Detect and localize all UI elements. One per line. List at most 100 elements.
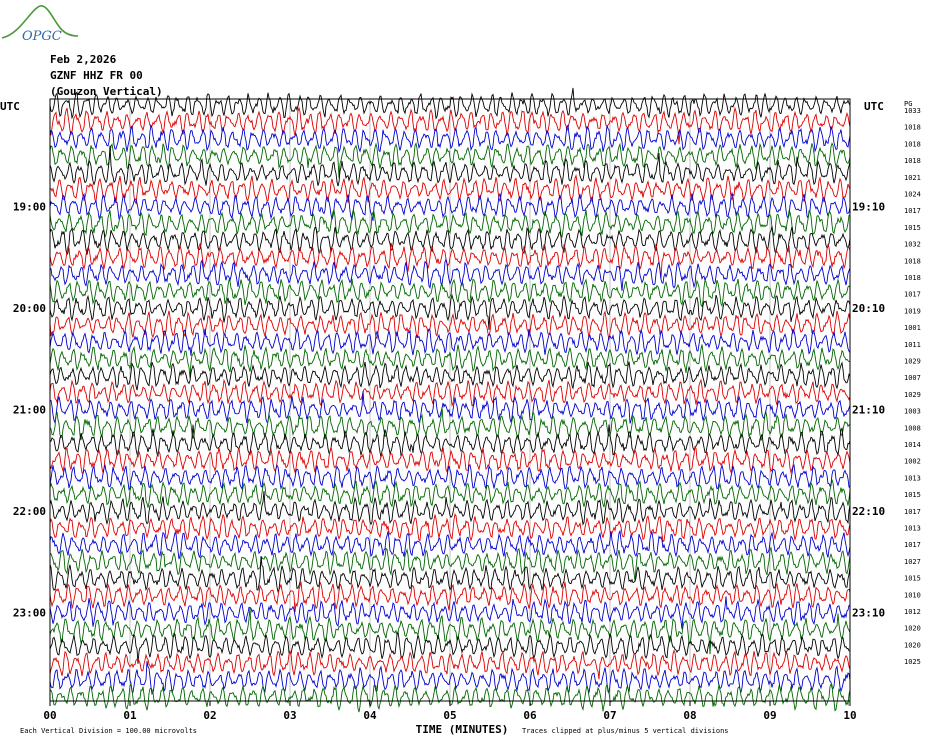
trace-line-9 xyxy=(49,242,851,279)
gain-value: 1017 xyxy=(904,541,921,549)
gain-value: 1018 xyxy=(904,140,921,148)
x-tick-label: 04 xyxy=(363,709,377,722)
gain-value: 1015 xyxy=(904,575,921,583)
gain-value: 1014 xyxy=(904,441,921,449)
gain-value: 1003 xyxy=(904,408,921,416)
trace-line-11 xyxy=(49,278,851,308)
logo-curve xyxy=(1,5,79,39)
gain-value: 1029 xyxy=(904,391,921,399)
trace-line-26 xyxy=(49,529,851,560)
gain-value: 1010 xyxy=(904,591,921,599)
axis-labels: UTC UTC PG 19:00 20:00 21:00 22:00 23:00 19:10 20… xyxy=(0,100,921,736)
x-tick-label: 07 xyxy=(603,709,616,722)
trace-line-30 xyxy=(49,596,851,630)
time-label-left: 20:00 xyxy=(13,302,46,315)
gain-value: 1011 xyxy=(904,341,921,349)
time-label-left: 21:00 xyxy=(13,404,46,417)
trace-line-12 xyxy=(49,293,851,330)
x-tick-label: 01 xyxy=(123,709,137,722)
trace-line-17 xyxy=(49,378,851,407)
gain-value: 1013 xyxy=(904,474,921,482)
x-tick-label: 09 xyxy=(763,709,776,722)
trace-line-18 xyxy=(49,391,851,425)
trace-line-23 xyxy=(49,479,851,508)
gain-value: 1029 xyxy=(904,358,921,366)
x-tick-label: 08 xyxy=(683,709,696,722)
gain-value: 1024 xyxy=(904,191,921,199)
trace-line-10 xyxy=(49,257,851,291)
gain-value: 1033 xyxy=(904,107,921,115)
gain-value: 1002 xyxy=(904,458,921,466)
time-label-right: 23:10 xyxy=(852,606,885,619)
trace-line-22 xyxy=(49,463,851,491)
time-label-right: 22:10 xyxy=(852,505,885,518)
opgc-logo: OPGC xyxy=(1,5,79,44)
gain-value: 1027 xyxy=(904,558,921,566)
logo-text: OPGC xyxy=(22,29,62,44)
time-label-right: 21:10 xyxy=(852,404,885,417)
trace-line-21 xyxy=(49,445,851,475)
trace-line-28 xyxy=(49,555,851,593)
trace-line-7 xyxy=(49,208,851,239)
x-axis-title: TIME (MINUTES) xyxy=(416,723,509,736)
gain-value: 1021 xyxy=(904,174,921,182)
utc-left-label: UTC xyxy=(0,100,20,113)
x-tick-label: 02 xyxy=(203,709,216,722)
trace-line-8 xyxy=(49,226,851,256)
trace-line-19 xyxy=(49,406,851,442)
trace-line-4 xyxy=(49,145,851,187)
time-label-right: 20:10 xyxy=(852,302,885,315)
gain-value: 1017 xyxy=(904,508,921,516)
gain-value: 1015 xyxy=(904,491,921,499)
trace-line-29 xyxy=(49,580,851,613)
gain-value: 1018 xyxy=(904,257,921,265)
gain-value: 1015 xyxy=(904,224,921,232)
gain-value: 1012 xyxy=(904,608,921,616)
gain-value: 1007 xyxy=(904,374,921,382)
trace-line-14 xyxy=(49,327,851,356)
gain-value: 1008 xyxy=(904,424,921,432)
trace-line-16 xyxy=(49,361,851,391)
x-tick-label: 06 xyxy=(523,709,537,722)
gain-value: 1018 xyxy=(904,157,921,165)
x-tick-label: 10 xyxy=(843,709,856,722)
trace-line-1 xyxy=(49,106,851,145)
trace-line-6 xyxy=(49,191,851,221)
time-label-left: 19:00 xyxy=(13,201,46,214)
trace-line-20 xyxy=(49,424,851,458)
gain-value: 1017 xyxy=(904,207,921,215)
gain-value: 1020 xyxy=(904,641,921,649)
gain-value: 1020 xyxy=(904,625,921,633)
trace-line-32 xyxy=(49,630,851,664)
gain-value: 1013 xyxy=(904,525,921,533)
time-label-right: 19:10 xyxy=(852,201,885,214)
trace-line-24 xyxy=(49,490,851,526)
footer-clip-note: Traces clipped at plus/minus 5 vertical … xyxy=(522,727,729,735)
header-station: GZNF HHZ FR 00 xyxy=(50,69,143,82)
trace-line-25 xyxy=(49,513,851,543)
x-tick-label: 05 xyxy=(443,709,456,722)
trace-line-13 xyxy=(49,310,851,340)
footer-vertical-division: Each Vertical Division = 100.00 microvol… xyxy=(20,727,197,735)
trace-line-15 xyxy=(49,344,850,379)
trace-line-31 xyxy=(49,606,851,655)
trace-line-33 xyxy=(49,649,851,680)
gain-value: 1001 xyxy=(904,324,921,332)
time-label-left: 22:00 xyxy=(13,505,46,518)
header-date: Feb 2,2026 xyxy=(50,53,117,66)
gain-value: 1018 xyxy=(904,124,921,132)
trace-line-2 xyxy=(49,124,851,154)
trace-line-5 xyxy=(49,174,851,205)
gain-value: 1018 xyxy=(904,274,921,282)
gain-value: 1025 xyxy=(904,658,921,666)
time-label-left: 23:00 xyxy=(13,606,46,619)
x-tick-label: 03 xyxy=(283,709,296,722)
gain-value: 1032 xyxy=(904,241,921,249)
header-location: (Gouzon Vertical) xyxy=(50,85,163,98)
gain-value: 1017 xyxy=(904,291,921,299)
trace-line-27 xyxy=(49,546,851,582)
x-tick-label: 00 xyxy=(43,709,56,722)
trace-line-3 xyxy=(49,142,851,179)
gain-header: PG xyxy=(904,100,912,108)
